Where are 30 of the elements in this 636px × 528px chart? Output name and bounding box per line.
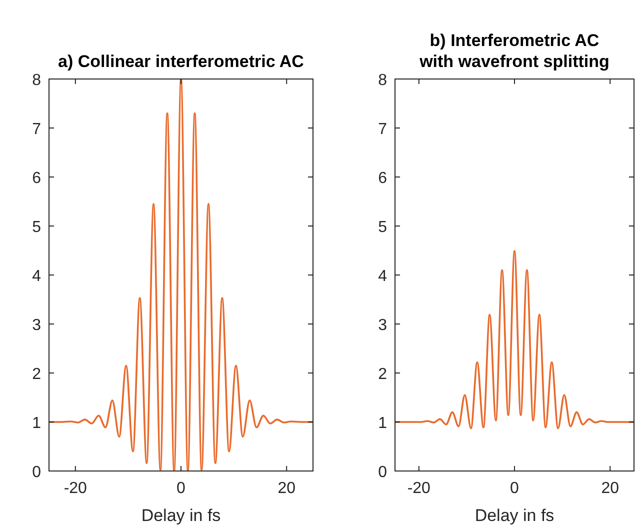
y-tick-label: 1	[378, 415, 388, 432]
y-tick-label: 5	[378, 219, 388, 236]
y-tick-label: 7	[32, 121, 42, 138]
y-tick-label: 2	[378, 366, 388, 383]
x-tick-label: 20	[601, 480, 620, 497]
x-tick-label: 0	[510, 480, 520, 497]
y-tick-label: 3	[378, 317, 388, 334]
y-tick-label: 2	[32, 366, 42, 383]
x-tick-label: -20	[407, 480, 431, 497]
y-tick-label: 8	[378, 72, 388, 89]
x-axis-title: Delay in fs	[474, 506, 554, 525]
y-tick-label: 3	[32, 317, 42, 334]
y-tick-label: 5	[32, 219, 42, 236]
x-tick-label: 0	[176, 480, 186, 497]
line-series	[395, 250, 634, 430]
y-tick-label: 1	[32, 415, 42, 432]
y-tick-label: 6	[378, 170, 388, 187]
x-tick-label: 20	[278, 480, 296, 497]
chart-title: b) Interferometric AC with wavefront splitting	[418, 31, 610, 71]
x-tick-label: -20	[64, 480, 88, 497]
y-tick-label: 4	[378, 268, 388, 285]
y-tick-label: 7	[378, 121, 388, 138]
y-tick-label: 4	[32, 268, 42, 285]
y-tick-label: 8	[32, 72, 42, 89]
x-axis-title: Delay in fs	[141, 506, 221, 525]
chart-title: a) Collinear interferometric AC	[58, 52, 304, 71]
y-tick-label: 6	[32, 170, 42, 187]
y-tick-label: 0	[32, 464, 42, 481]
line-series	[49, 79, 313, 471]
y-tick-label: 0	[378, 464, 388, 481]
